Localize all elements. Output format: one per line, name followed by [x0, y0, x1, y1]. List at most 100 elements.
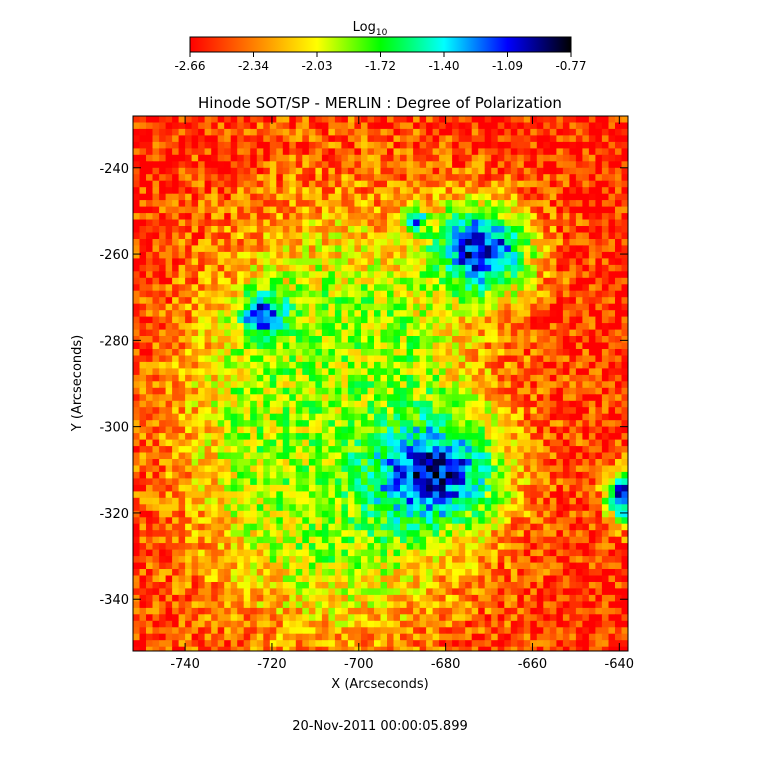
heatmap-cell: [328, 465, 336, 473]
heatmap-cell: [380, 251, 388, 259]
heatmap-cell: [367, 303, 375, 311]
heatmap-cell: [471, 232, 479, 240]
heatmap-cell: [341, 323, 349, 331]
heatmap-cell: [510, 329, 518, 337]
heatmap-cell: [178, 323, 186, 331]
heatmap-cell: [139, 297, 147, 305]
heatmap-cell: [393, 413, 401, 421]
heatmap-cell: [601, 471, 609, 479]
heatmap-cell: [269, 530, 277, 538]
heatmap-cell: [608, 258, 616, 266]
heatmap-cell: [445, 323, 453, 331]
heatmap-cell: [347, 517, 355, 525]
heatmap-cell: [191, 167, 199, 175]
heatmap-cell: [621, 284, 628, 292]
heatmap-cell: [380, 349, 388, 357]
heatmap-cell: [465, 530, 473, 538]
heatmap-cell: [243, 284, 251, 292]
heatmap-cell: [159, 349, 167, 357]
heatmap-cell: [230, 271, 238, 279]
heatmap-cell: [354, 517, 362, 525]
heatmap-cell: [536, 381, 544, 389]
heatmap-cell: [250, 122, 258, 130]
heatmap-cell: [575, 387, 583, 395]
heatmap-cell: [400, 213, 408, 221]
heatmap-cell: [295, 504, 303, 512]
heatmap-cell: [243, 116, 251, 124]
heatmap-cell: [426, 284, 434, 292]
heatmap-cell: [439, 523, 447, 531]
heatmap-cell: [504, 290, 512, 298]
heatmap-cell: [608, 213, 616, 221]
heatmap-cell: [445, 161, 453, 169]
heatmap-cell: [328, 232, 336, 240]
heatmap-cell: [198, 517, 206, 525]
heatmap-cell: [608, 174, 616, 182]
heatmap-cell: [269, 394, 277, 402]
heatmap-cell: [341, 154, 349, 162]
heatmap-cell: [615, 413, 623, 421]
heatmap-cell: [139, 523, 147, 531]
heatmap-cell: [146, 303, 154, 311]
heatmap-cell: [276, 277, 284, 285]
heatmap-cell: [211, 439, 219, 447]
heatmap-cell: [243, 148, 251, 156]
heatmap-cell: [562, 374, 570, 382]
heatmap-cell: [445, 258, 453, 266]
heatmap-cell: [556, 368, 564, 376]
heatmap-cell: [139, 504, 147, 512]
heatmap-cell: [185, 361, 193, 369]
heatmap-cell: [198, 336, 206, 344]
heatmap-cell: [400, 400, 408, 408]
heatmap-cell: [191, 271, 199, 279]
heatmap-cell: [230, 303, 238, 311]
heatmap-cell: [621, 374, 628, 382]
heatmap-cell: [478, 258, 486, 266]
heatmap-cell: [152, 290, 160, 298]
heatmap-cell: [517, 381, 525, 389]
heatmap-cell: [139, 219, 147, 227]
heatmap-cell: [159, 504, 167, 512]
heatmap-cell: [198, 200, 206, 208]
heatmap-cell: [432, 271, 440, 279]
heatmap-cell: [217, 116, 225, 124]
heatmap-cell: [295, 239, 303, 247]
heatmap-cell: [439, 135, 447, 143]
heatmap-cell: [295, 200, 303, 208]
heatmap-cell: [575, 420, 583, 428]
heatmap-cell: [588, 251, 596, 259]
heatmap-cell: [159, 226, 167, 234]
heatmap-cell: [165, 355, 173, 363]
heatmap-cell: [133, 290, 141, 298]
heatmap-cell: [347, 413, 355, 421]
heatmap-cell: [256, 374, 264, 382]
heatmap-cell: [347, 316, 355, 324]
heatmap-cell: [334, 355, 342, 363]
heatmap-cell: [302, 297, 310, 305]
heatmap-cell: [615, 342, 623, 350]
heatmap-cell: [237, 128, 245, 136]
heatmap-cell: [146, 368, 154, 376]
heatmap-cell: [478, 316, 486, 324]
heatmap-cell: [315, 439, 323, 447]
heatmap-cell: [217, 180, 225, 188]
heatmap-cell: [478, 510, 486, 518]
heatmap-cell: [374, 459, 382, 467]
heatmap-cell: [217, 187, 225, 195]
heatmap-cell: [354, 426, 362, 434]
heatmap-cell: [582, 446, 590, 454]
heatmap-cell: [334, 478, 342, 486]
heatmap-cell: [387, 530, 395, 538]
heatmap-cell: [497, 491, 505, 499]
heatmap-cell: [452, 433, 460, 441]
heatmap-cell: [497, 226, 505, 234]
heatmap-cell: [387, 239, 395, 247]
heatmap-cell: [328, 141, 336, 149]
heatmap-cell: [198, 465, 206, 473]
heatmap-cell: [536, 400, 544, 408]
heatmap-cell: [328, 368, 336, 376]
heatmap-cell: [413, 148, 421, 156]
heatmap-cell: [406, 530, 414, 538]
heatmap-cell: [562, 336, 570, 344]
heatmap-cell: [484, 141, 492, 149]
